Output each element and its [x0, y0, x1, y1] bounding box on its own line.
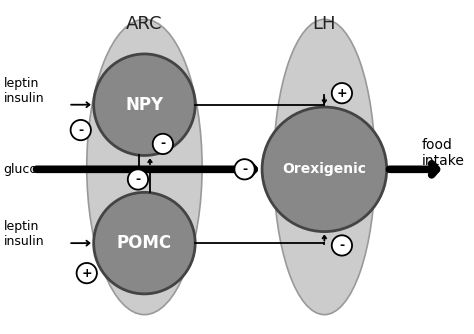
Text: -: -	[136, 173, 140, 186]
Circle shape	[153, 134, 173, 154]
Text: +: +	[82, 267, 92, 280]
Circle shape	[332, 235, 352, 256]
Text: -: -	[242, 163, 247, 176]
Text: -: -	[339, 239, 345, 252]
Text: leptin
insulin: leptin insulin	[4, 220, 45, 248]
Circle shape	[128, 169, 148, 190]
Text: NPY: NPY	[125, 96, 164, 114]
Circle shape	[94, 192, 195, 294]
Circle shape	[94, 54, 195, 155]
Text: ARC: ARC	[126, 15, 163, 33]
Text: Orexigenic: Orexigenic	[283, 162, 366, 176]
Text: glucose: glucose	[4, 163, 52, 176]
Circle shape	[332, 83, 352, 103]
Text: leptin
insulin: leptin insulin	[4, 77, 45, 105]
Text: food
intake: food intake	[421, 138, 464, 168]
Circle shape	[262, 107, 387, 231]
Text: POMC: POMC	[117, 234, 172, 252]
Text: LH: LH	[313, 15, 336, 33]
Ellipse shape	[87, 19, 202, 315]
Circle shape	[77, 263, 97, 283]
Circle shape	[235, 159, 255, 179]
Text: -: -	[160, 137, 165, 150]
Circle shape	[71, 120, 91, 140]
Text: +: +	[337, 87, 347, 100]
Text: -: -	[78, 124, 83, 137]
Ellipse shape	[273, 19, 375, 315]
